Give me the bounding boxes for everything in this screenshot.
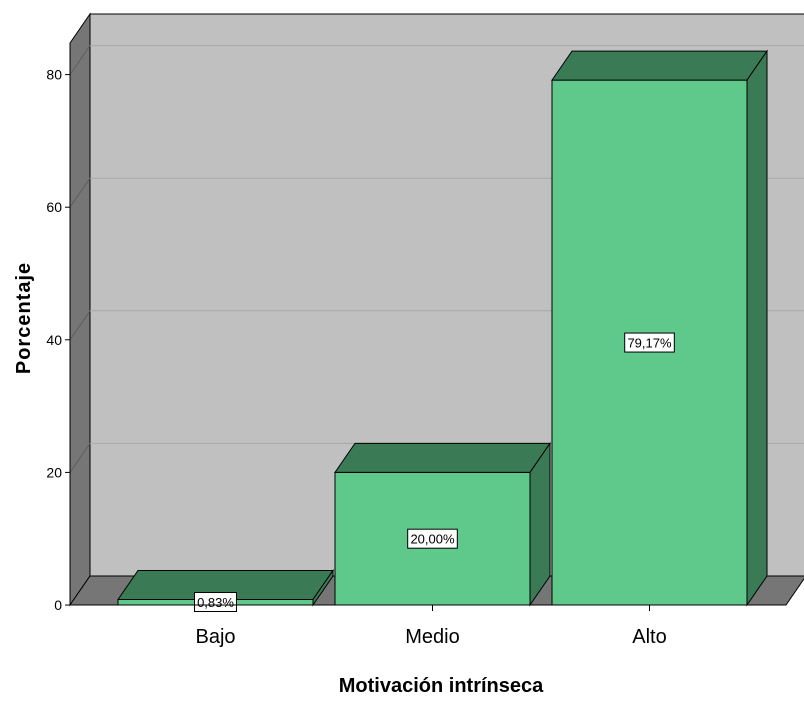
y-tick-label: 20 — [46, 464, 62, 480]
bar-top — [334, 442, 551, 473]
x-tick-label: Medio — [405, 626, 459, 648]
bar-side — [312, 568, 334, 607]
data-label: 0,83% — [197, 595, 234, 610]
data-label: 20,00% — [410, 532, 455, 547]
gridline-side — [69, 310, 91, 341]
data-label-box — [194, 592, 237, 612]
gridline-side — [69, 45, 91, 75]
y-tick-label: 0 — [54, 597, 62, 613]
bar-side — [529, 441, 551, 607]
y-tick-label: 80 — [46, 67, 62, 83]
y-tick-label: 40 — [46, 332, 62, 348]
data-label-box — [407, 528, 458, 549]
gridline-side — [69, 177, 91, 208]
y-tick-label: 60 — [46, 199, 62, 215]
bar-side — [746, 49, 768, 607]
x-tick-label: Alto — [632, 626, 666, 648]
gridline-side — [69, 443, 91, 473]
x-axis-title: Motivación intrínseca — [339, 675, 544, 697]
data-label: 79,17% — [627, 336, 672, 351]
x-tick-label: Bajo — [195, 626, 235, 648]
bar-top — [551, 50, 768, 81]
chart-side-wall — [69, 12, 91, 607]
y-axis-title: Porcentaje — [13, 262, 35, 374]
data-label-box — [624, 332, 675, 353]
